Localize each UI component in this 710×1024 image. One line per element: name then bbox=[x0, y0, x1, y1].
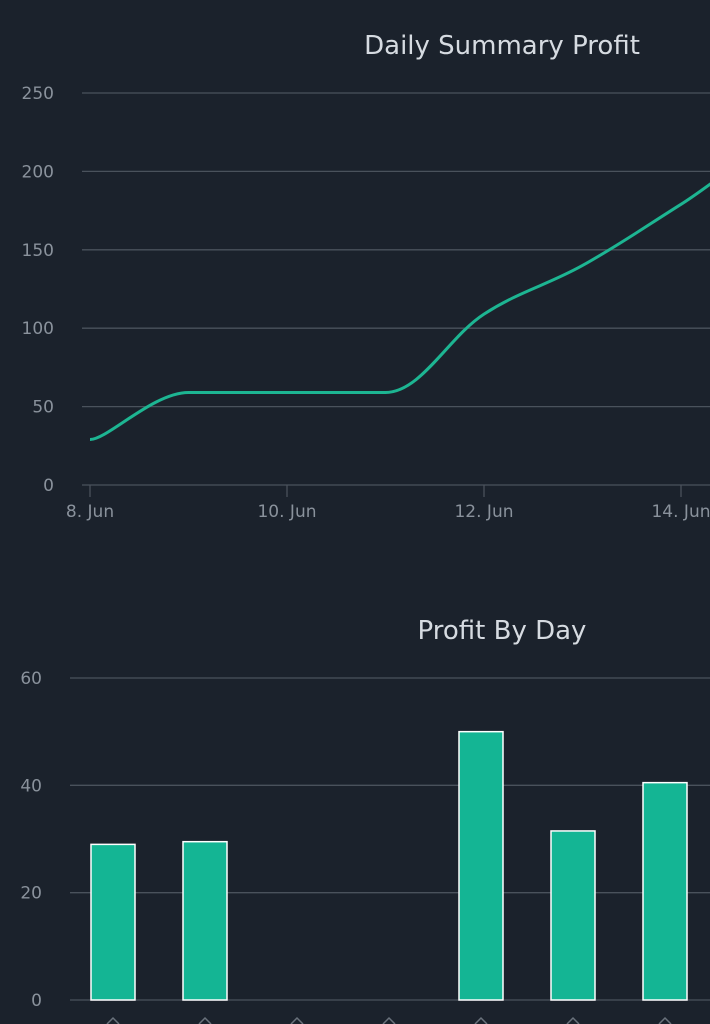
y-tick-label: 250 bbox=[22, 84, 54, 104]
x-tick-mark bbox=[474, 1016, 488, 1024]
x-tick-mark bbox=[566, 1016, 580, 1024]
x-tick-mark bbox=[658, 1016, 672, 1024]
y-tick-label: 50 bbox=[32, 398, 54, 418]
x-tick-mark bbox=[198, 1016, 212, 1024]
x-tick-mark bbox=[106, 1016, 120, 1024]
x-tick-label: 12. Jun bbox=[454, 502, 513, 522]
bar[interactable] bbox=[550, 830, 596, 1001]
chart-title: Daily Summary Profit bbox=[364, 31, 640, 61]
x-tick-mark bbox=[290, 1016, 304, 1024]
y-tick-label: 0 bbox=[43, 476, 54, 496]
x-tick-label: 14. Jun bbox=[651, 502, 710, 522]
x-tick-label: 8. Jun bbox=[66, 502, 114, 522]
profit-by-day-chart: Profit By Day 0 20 40 60 bbox=[20, 616, 710, 1024]
x-tick-mark bbox=[382, 1016, 396, 1024]
bar[interactable] bbox=[642, 781, 688, 1001]
chart-title: Profit By Day bbox=[418, 616, 587, 646]
y-tick-label: 200 bbox=[22, 162, 54, 182]
x-tick-label: 10. Jun bbox=[257, 502, 316, 522]
bar[interactable] bbox=[90, 843, 136, 1001]
y-tick-label: 0 bbox=[31, 991, 42, 1011]
y-tick-label: 60 bbox=[20, 669, 42, 689]
y-tick-label: 20 bbox=[20, 884, 42, 904]
bar[interactable] bbox=[182, 840, 228, 1001]
y-tick-label: 100 bbox=[22, 319, 54, 339]
y-tick-label: 40 bbox=[20, 776, 42, 796]
daily-summary-profit-chart: Daily Summary Profit 0 50 100 150 200 250 8. … bbox=[22, 31, 710, 522]
bar[interactable] bbox=[458, 730, 504, 1001]
series-line bbox=[89, 182, 710, 442]
y-tick-label: 150 bbox=[22, 241, 54, 261]
